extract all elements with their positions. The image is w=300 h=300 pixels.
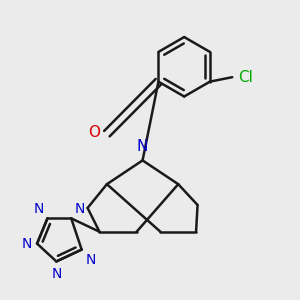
Text: N: N: [34, 202, 44, 216]
Text: O: O: [88, 125, 101, 140]
Text: N: N: [21, 237, 32, 250]
Text: Cl: Cl: [238, 70, 253, 85]
Text: N: N: [51, 267, 62, 281]
Text: N: N: [86, 253, 97, 266]
Text: N: N: [75, 202, 85, 216]
Text: N: N: [137, 140, 148, 154]
